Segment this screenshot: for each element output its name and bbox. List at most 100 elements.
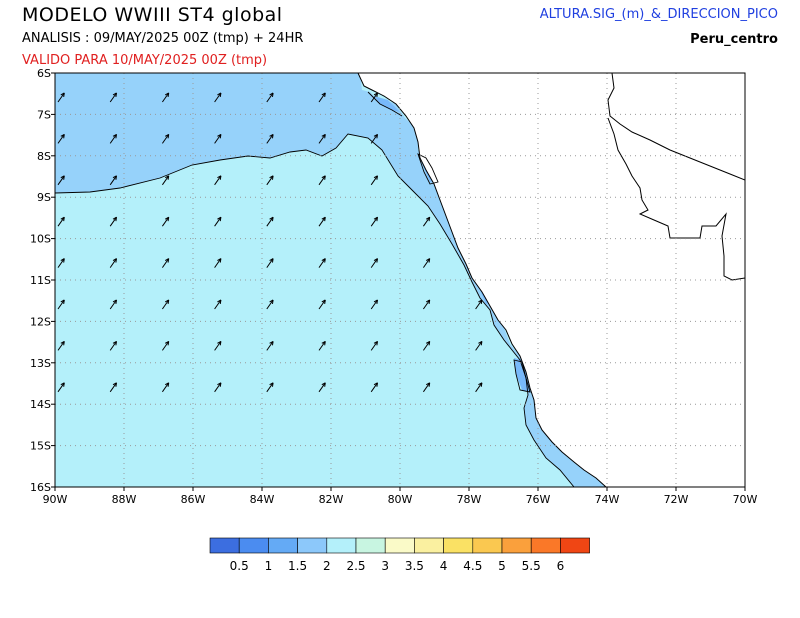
wave-arrow <box>266 133 274 144</box>
colorbar-swatch <box>326 537 357 554</box>
wave-arrow <box>318 133 326 144</box>
colorbar-label: 0.5 <box>230 559 249 573</box>
wave-arrow <box>161 258 170 268</box>
wave-arrow <box>161 382 170 393</box>
colorbar-swatch <box>560 537 590 554</box>
lat-tick-label: 16S <box>30 481 51 494</box>
colorbar-label: 3.5 <box>405 559 424 573</box>
contour-2m <box>55 133 575 487</box>
wave-direction-arrows <box>57 92 483 393</box>
wave-arrow <box>318 340 326 351</box>
wave-arrow <box>214 340 222 351</box>
colorbar-swatch <box>238 537 269 554</box>
wave-arrow <box>370 175 379 186</box>
lon-tick-label: 88W <box>112 493 137 506</box>
wave-arrow <box>422 340 431 351</box>
land-south-america <box>358 73 745 487</box>
wave-arrow <box>370 382 379 393</box>
wave-arrow <box>57 299 65 310</box>
region-name: Peru_centro <box>690 32 778 47</box>
lat-tick-label: 6S <box>37 67 51 80</box>
wave-arrow <box>109 340 118 351</box>
lon-tick-label: 76W <box>526 493 551 506</box>
wave-arrow <box>370 340 379 351</box>
colorbar-label: 2 <box>323 559 331 573</box>
wave-arrow <box>370 216 379 227</box>
wave-arrow <box>214 133 222 144</box>
wave-arrow <box>266 340 274 351</box>
wave-arrow <box>318 216 326 227</box>
wave-arrow <box>214 216 222 227</box>
wave-arrow <box>214 92 222 103</box>
wave-arrow <box>57 216 65 227</box>
lat-tick-label: 12S <box>30 315 51 328</box>
colorbar-label: 5 <box>498 559 506 573</box>
lat-tick-label: 10S <box>30 233 51 246</box>
wave-arrow <box>214 258 222 268</box>
lon-tick-label: 78W <box>457 493 482 506</box>
colorbar-label: 3 <box>381 559 389 573</box>
wave-arrow <box>422 216 431 227</box>
wave-arrow <box>57 340 65 351</box>
wave-arrow <box>266 92 274 103</box>
lon-tick-label: 74W <box>595 493 620 506</box>
country-border <box>607 73 745 281</box>
colorbar-swatch <box>268 537 298 554</box>
analysis-time: ANALISIS : 09/MAY/2025 00Z (tmp) + 24HR <box>22 31 304 46</box>
colorbar-swatch <box>443 537 474 554</box>
colorbar-swatch <box>501 537 532 554</box>
lat-tick-label: 7S <box>37 108 51 121</box>
coastline <box>357 73 607 487</box>
colorbar-swatch <box>414 537 444 554</box>
wave-arrow <box>57 175 65 186</box>
lat-tick-label: 15S <box>30 440 51 453</box>
lon-tick-label: 70W <box>733 493 758 506</box>
wave-arrow <box>422 258 431 268</box>
colorbar-swatch <box>355 537 386 554</box>
colorbar-swatch <box>297 537 328 554</box>
lat-tick-label: 14S <box>30 398 51 411</box>
wave-arrow <box>318 92 326 103</box>
wave-arrow <box>475 382 483 393</box>
wave-arrow <box>370 258 379 268</box>
wave-arrow <box>109 258 118 268</box>
wave-arrow <box>318 258 326 268</box>
wave-arrow <box>422 299 431 310</box>
wave-arrow <box>109 175 118 186</box>
axis-ticks: 90W 88W 86W 84W 82W 80W 78W 76W 74W 72W 70W 6S 7S 8S 9… <box>30 67 758 506</box>
wave-arrow <box>161 340 170 351</box>
wave-arrow <box>161 92 170 103</box>
colorbar-label: 6 <box>557 559 565 573</box>
lat-tick-label: 11S <box>30 274 51 287</box>
colorbar-label: 2.5 <box>346 559 365 573</box>
wave-arrow <box>318 382 326 393</box>
wave-arrow <box>109 216 118 227</box>
wave-arrow <box>161 175 170 186</box>
colorbar-label: 1 <box>265 559 273 573</box>
wave-arrow <box>109 382 118 393</box>
wave-arrow <box>214 299 222 310</box>
lat-tick-label: 8S <box>37 150 51 163</box>
wave-arrow <box>214 382 222 393</box>
lon-tick-label: 80W <box>388 493 413 506</box>
wave-arrow <box>161 299 170 310</box>
colorbar-label: 4 <box>440 559 448 573</box>
lat-tick-label: 13S <box>30 357 51 370</box>
wave-arrow <box>422 382 431 393</box>
lon-tick-label: 84W <box>250 493 275 506</box>
colorbar-label: 4.5 <box>463 559 482 573</box>
lat-tick-label: 9S <box>37 191 51 204</box>
lon-tick-label: 82W <box>319 493 344 506</box>
wave-arrow <box>370 133 379 144</box>
wave-arrow <box>57 133 65 144</box>
product-name: ALTURA.SIG_(m)_&_DIRECCION_PICO <box>539 7 778 22</box>
wave-arrow <box>109 133 118 144</box>
valid-time: VALIDO PARA 10/MAY/2025 00Z (tmp) <box>22 53 268 68</box>
wave-arrow <box>266 382 274 393</box>
wave-arrow <box>57 382 65 393</box>
colorbar-label: 5.5 <box>522 559 541 573</box>
wave-arrow <box>475 340 483 351</box>
lon-tick-label: 72W <box>664 493 689 506</box>
wave-arrow <box>475 299 483 310</box>
